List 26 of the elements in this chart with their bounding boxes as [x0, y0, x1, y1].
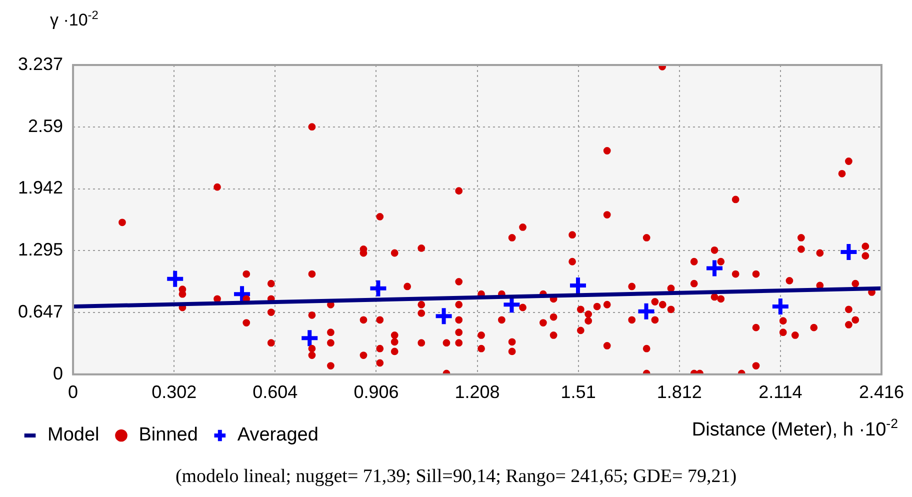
y-tick-label: 0: [53, 363, 64, 384]
legend-label: Binned: [138, 424, 198, 446]
y-tick-label: 1.942: [18, 178, 64, 198]
x-tick-label: 0.302: [152, 382, 197, 402]
y-axis-title: γ ·10$^{-2}$: [50, 8, 98, 31]
point: [636, 301, 656, 322]
x-tick-label: 2.114: [758, 382, 802, 402]
point: [300, 328, 320, 348]
x-axis-title: Distance (Meter), h ·10$^{-2}$: [692, 416, 898, 442]
x-tick-label: 0.604: [252, 382, 298, 402]
x-tick-label: 1.208: [454, 382, 500, 402]
y-tick-label: 3.237: [18, 54, 64, 74]
point: [434, 306, 454, 326]
point: [165, 268, 186, 289]
text: (modelo lineal; nugget= 71,39; Sill=90,14; Rango= 241,65; GDE= 79,21): [174, 466, 738, 488]
legend-label: Averaged: [237, 424, 318, 446]
legend-label: Model: [48, 424, 100, 446]
x-tick-label: 2.416: [858, 382, 904, 402]
y-tick-label: 1.295: [18, 240, 64, 260]
x-tick-label: 1.51: [560, 382, 596, 402]
point: [368, 278, 388, 298]
x-tick-label: 0: [68, 382, 78, 402]
x-tick-label: 0.906: [354, 382, 399, 402]
x-tick-label: 1.812: [656, 382, 702, 402]
y-tick-label: 2.59: [28, 116, 64, 136]
y-tick-label: 0.647: [18, 302, 64, 322]
